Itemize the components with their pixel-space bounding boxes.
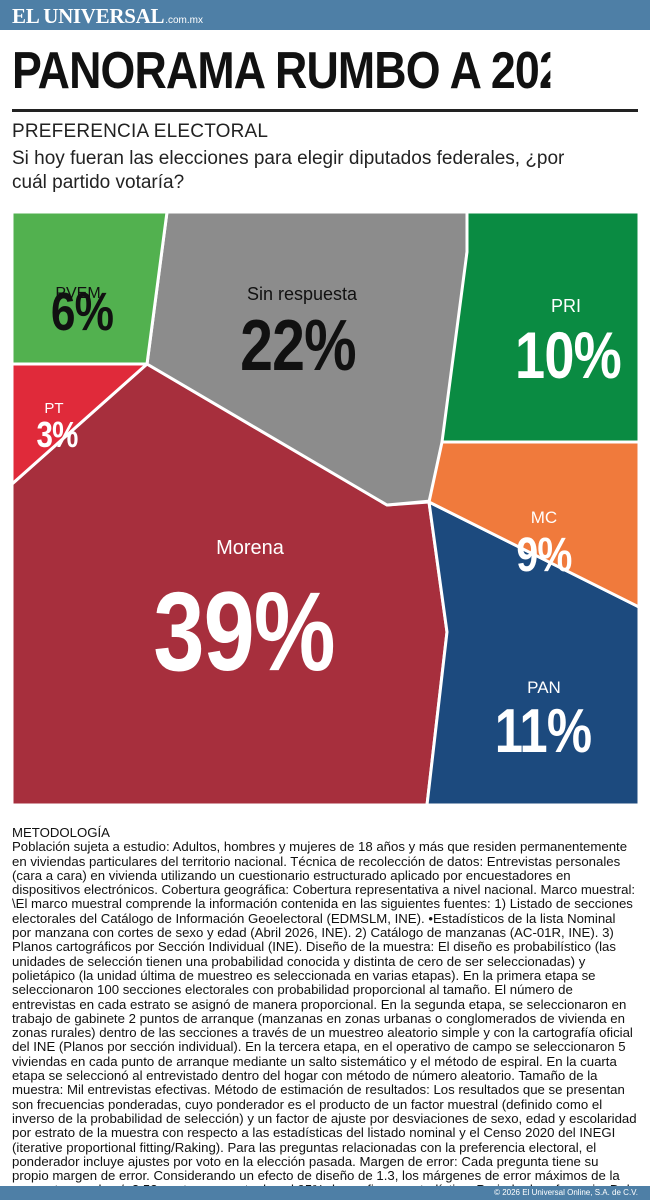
label-morena: Morena	[216, 537, 285, 559]
label-mc: MC	[531, 508, 557, 527]
value-morena: 39%	[153, 568, 334, 694]
page-title: PANORAMA RUMBO A 2027	[12, 42, 551, 100]
methodology-title: METODOLOGÍA	[12, 825, 110, 840]
title-divider	[12, 109, 638, 112]
value-pan: 11%	[495, 697, 591, 766]
logo-domain: .com.mx	[165, 15, 203, 26]
value-pt: 3%	[36, 414, 78, 454]
section-kicker: PREFERENCIA ELECTORAL	[12, 121, 269, 142]
logo-wordmark: EL UNIVERSAL	[12, 4, 165, 28]
survey-question: Si hoy fueran las elecciones para elegir…	[12, 148, 565, 193]
cell-mc	[427, 440, 639, 609]
value-pri: 10%	[515, 318, 621, 392]
value-pvem: 6%	[51, 282, 113, 342]
value-sin-respuesta: 22%	[240, 304, 356, 385]
label-pt: PT	[44, 400, 63, 417]
voronoi-chart: Morena 39% Sin respuesta 22% PRI 10% PAN 11% MC 9…	[12, 212, 639, 805]
methodology-text: Población sujeta a estudio: Adultos, hom…	[12, 839, 637, 1200]
label-pri: PRI	[551, 296, 581, 316]
copyright-text: © 2026 El Universal Online, S.A. de C.V.	[494, 1188, 638, 1197]
label-pan: PAN	[527, 678, 561, 697]
footer-bar: © 2026 El Universal Online, S.A. de C.V.	[0, 1186, 650, 1200]
el-universal-logo[interactable]: EL UNIVERSAL.com.mx	[12, 4, 203, 29]
value-mc: 9%	[516, 528, 571, 582]
label-sin-respuesta: Sin respuesta	[247, 284, 358, 304]
label-pvem: PVEM	[55, 285, 100, 302]
top-bar: EL UNIVERSAL.com.mx	[0, 0, 650, 30]
cell-pt	[12, 362, 149, 486]
methodology-block: METODOLOGÍA Población sujeta a estudio: …	[12, 825, 638, 1200]
